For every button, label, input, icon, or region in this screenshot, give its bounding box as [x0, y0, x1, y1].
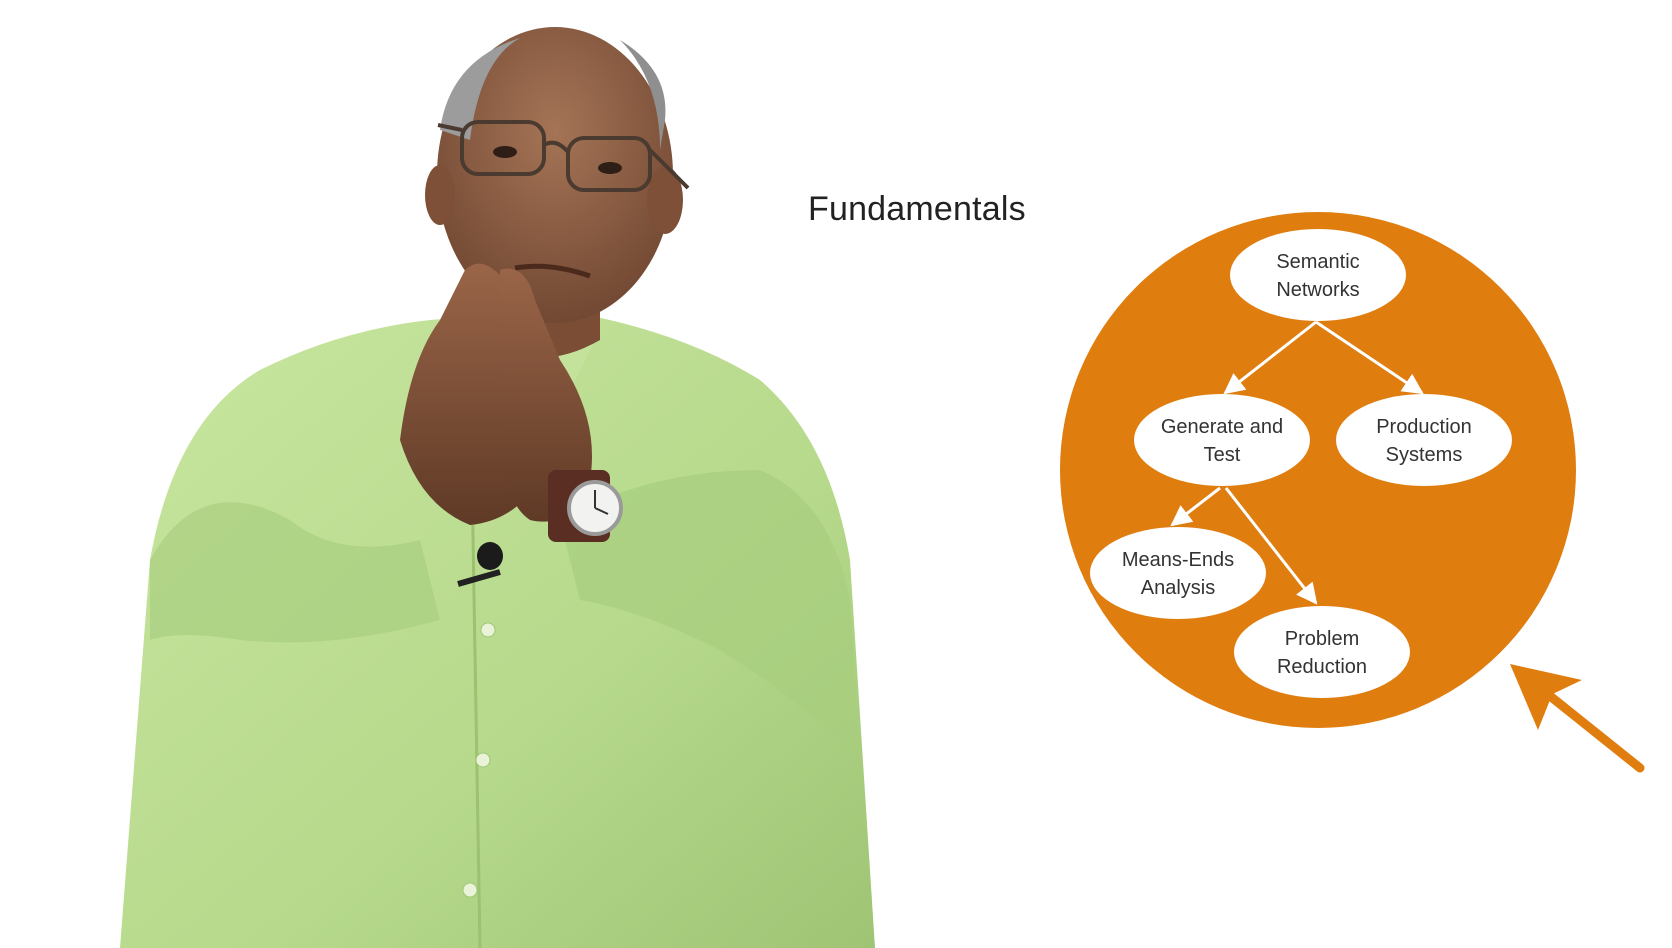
node-label-line: Systems [1386, 444, 1463, 466]
node-label-line: Production [1376, 416, 1472, 438]
edge-generate-to-problem [1224, 487, 1318, 605]
edge-semantic-to-generate [1223, 320, 1317, 395]
head [437, 27, 673, 323]
node-label-line: Means-Ends [1122, 549, 1234, 571]
wristwatch [548, 470, 623, 542]
node-label-line: Generate and [1161, 416, 1283, 438]
node-label-line: Test [1204, 444, 1241, 466]
edge-generate-to-meansends [1170, 486, 1221, 527]
hands [400, 263, 592, 525]
slide-title: Fundamentals [808, 190, 1026, 228]
node-label-line: Semantic [1276, 251, 1359, 273]
node-production-systems: Production Systems [1336, 394, 1512, 486]
node-means-ends-analysis: Means-Ends Analysis [1090, 527, 1266, 619]
node-generate-and-test: Generate and Test [1134, 394, 1310, 486]
glasses [437, 120, 690, 192]
node-label-line: Analysis [1141, 577, 1215, 599]
node-semantic-networks: Semantic Networks [1230, 229, 1406, 321]
node-problem-reduction: Problem Reduction [1234, 606, 1410, 698]
node-label-line: Reduction [1277, 656, 1367, 678]
node-label-line: Networks [1276, 279, 1359, 301]
lapel-microphone [457, 542, 503, 587]
shirt [120, 310, 875, 948]
pointer-arrow-icon [1510, 664, 1645, 773]
edge-semantic-to-production [1315, 320, 1424, 395]
node-label-line: Problem [1285, 628, 1359, 650]
